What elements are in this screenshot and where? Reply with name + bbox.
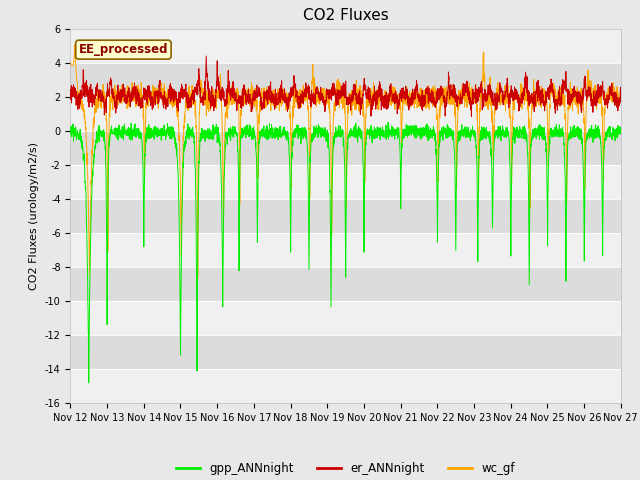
Y-axis label: CO2 Fluxes (urology/m2/s): CO2 Fluxes (urology/m2/s) <box>29 142 39 290</box>
Text: EE_processed: EE_processed <box>79 43 168 56</box>
Bar <box>70 131 621 165</box>
Title: CO2 Fluxes: CO2 Fluxes <box>303 9 388 24</box>
Legend: gpp_ANNnight, er_ANNnight, wc_gf: gpp_ANNnight, er_ANNnight, wc_gf <box>172 458 520 480</box>
Bar <box>70 267 621 301</box>
Bar <box>70 63 621 97</box>
Bar <box>70 335 621 369</box>
Bar <box>70 199 621 233</box>
